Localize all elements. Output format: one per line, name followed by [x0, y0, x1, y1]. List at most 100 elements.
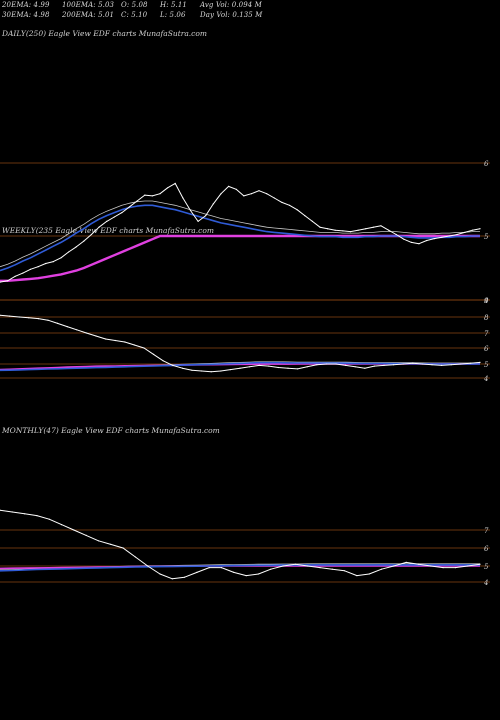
- daily-price-point: [410, 241, 412, 243]
- weekly-price-point: [210, 371, 212, 373]
- daily-price-point: [75, 246, 77, 248]
- weekly-price-point: [239, 367, 241, 369]
- weekly-price-point: [373, 365, 375, 367]
- ema200-readout: 200EMA: 5.01: [62, 11, 115, 19]
- monthly-price-point: [233, 571, 235, 574]
- daily-price-point: [205, 215, 207, 217]
- daily-ytick-label: 4: [483, 297, 488, 305]
- weekly-price-point: [9, 315, 11, 317]
- daily-price-point: [258, 190, 260, 192]
- weekly-price-point: [47, 319, 49, 321]
- daily-price-point: [174, 182, 176, 184]
- monthly-price-point: [85, 534, 87, 537]
- weekly-price-point: [460, 363, 462, 365]
- daily-price-point: [14, 275, 16, 277]
- daily-price-point: [68, 251, 70, 253]
- monthly-ema-blue: [0, 564, 480, 572]
- daily-price-point: [456, 233, 458, 236]
- daily-price-point: [90, 233, 92, 236]
- high-readout: H: 5.11: [160, 1, 187, 9]
- monthly-price-point: [430, 565, 432, 567]
- daily-price-point: [60, 257, 62, 259]
- weekly-ytick-label: 5: [484, 361, 489, 369]
- weekly-price-point: [0, 314, 1, 316]
- weekly-ytick-label: 8: [484, 314, 489, 322]
- low-readout: L: 5.06: [160, 11, 186, 19]
- weekly-price-point: [95, 335, 97, 337]
- monthly-price-point: [257, 573, 260, 575]
- weekly-price-point: [105, 338, 107, 340]
- weekly-price-point: [162, 360, 164, 362]
- weekly-price-point: [412, 362, 414, 364]
- daily-price-point: [151, 195, 153, 197]
- weekly-price-point: [249, 366, 251, 368]
- weekly-price-point: [124, 341, 126, 343]
- monthly-price-point: [171, 578, 173, 580]
- weekly-price-point: [441, 364, 443, 366]
- weekly-price-point: [306, 366, 308, 368]
- weekly-price-point: [354, 366, 356, 368]
- daily-price-point: [403, 238, 405, 240]
- weekly-price-point: [479, 361, 481, 363]
- monthly-price-point: [24, 513, 26, 515]
- daily-price-point: [167, 187, 169, 189]
- daily-price-point: [471, 229, 473, 231]
- monthly-price-point: [307, 565, 309, 567]
- weekly-price-point: [191, 369, 193, 371]
- weekly-price-point: [28, 317, 30, 319]
- monthly-price-point: [417, 563, 420, 565]
- monthly-price-point: [159, 573, 161, 575]
- monthly-price-point: [122, 547, 124, 549]
- daily-price-point: [319, 226, 321, 228]
- monthly-price-point: [405, 561, 407, 564]
- weekly-ytick-label: 7: [484, 330, 489, 338]
- daily-price-point: [197, 220, 199, 222]
- monthly-price-point: [393, 565, 395, 567]
- daily-price-point: [464, 231, 466, 233]
- daily-price-point: [311, 220, 313, 222]
- weekly-price-point: [220, 370, 222, 372]
- daily-price-point: [52, 261, 54, 263]
- weekly-price-point: [287, 367, 289, 369]
- monthly-price-point: [442, 567, 444, 569]
- weekly-price-point: [297, 368, 299, 370]
- daily-price-point: [136, 200, 138, 202]
- weekly-ytick-label: 9: [484, 297, 489, 305]
- monthly-price-point: [368, 573, 370, 575]
- weekly-price-point: [172, 364, 174, 366]
- monthly-price-point: [196, 571, 198, 574]
- monthly-price-point: [110, 543, 112, 546]
- weekly-price-point: [277, 366, 279, 369]
- weekly-price-point: [114, 339, 116, 342]
- weekly-price-point: [402, 363, 404, 365]
- monthly-price-point: [0, 509, 1, 511]
- avg-vol-readout: Avg Vol: 0.094 M: [200, 1, 262, 9]
- daily-price-point: [365, 228, 367, 230]
- monthly-price-point: [344, 570, 346, 572]
- weekly-ytick-label: 6: [484, 345, 489, 353]
- daily-price-point: [288, 204, 291, 206]
- ema20-readout: 20EMA: 4.99: [2, 1, 50, 9]
- weekly-price-point: [345, 364, 347, 366]
- daily-price-point: [98, 226, 100, 228]
- weekly-price-point: [450, 364, 452, 366]
- weekly-price-point: [383, 364, 385, 366]
- weekly-price-point: [143, 347, 145, 349]
- weekly-price-point: [325, 363, 327, 365]
- daily-price-point: [380, 225, 382, 227]
- daily-price-point: [22, 272, 24, 274]
- daily-price-point: [304, 215, 306, 217]
- weekly-price-point: [133, 344, 135, 346]
- daily-price-point: [273, 197, 275, 199]
- daily-price-point: [128, 206, 131, 208]
- monthly-price-point: [319, 567, 321, 569]
- monthly-price-point: [184, 576, 186, 578]
- weekly-price-point: [229, 369, 231, 371]
- weekly-price-point: [85, 332, 87, 334]
- daily-ytick-label: 6: [484, 160, 489, 168]
- monthly-price-point: [294, 563, 296, 565]
- monthly-price-point: [60, 524, 63, 526]
- monthly-price-point: [331, 568, 333, 570]
- daily-ytick-label: 5: [484, 233, 489, 241]
- weekly-ytick-label: 4: [483, 375, 488, 383]
